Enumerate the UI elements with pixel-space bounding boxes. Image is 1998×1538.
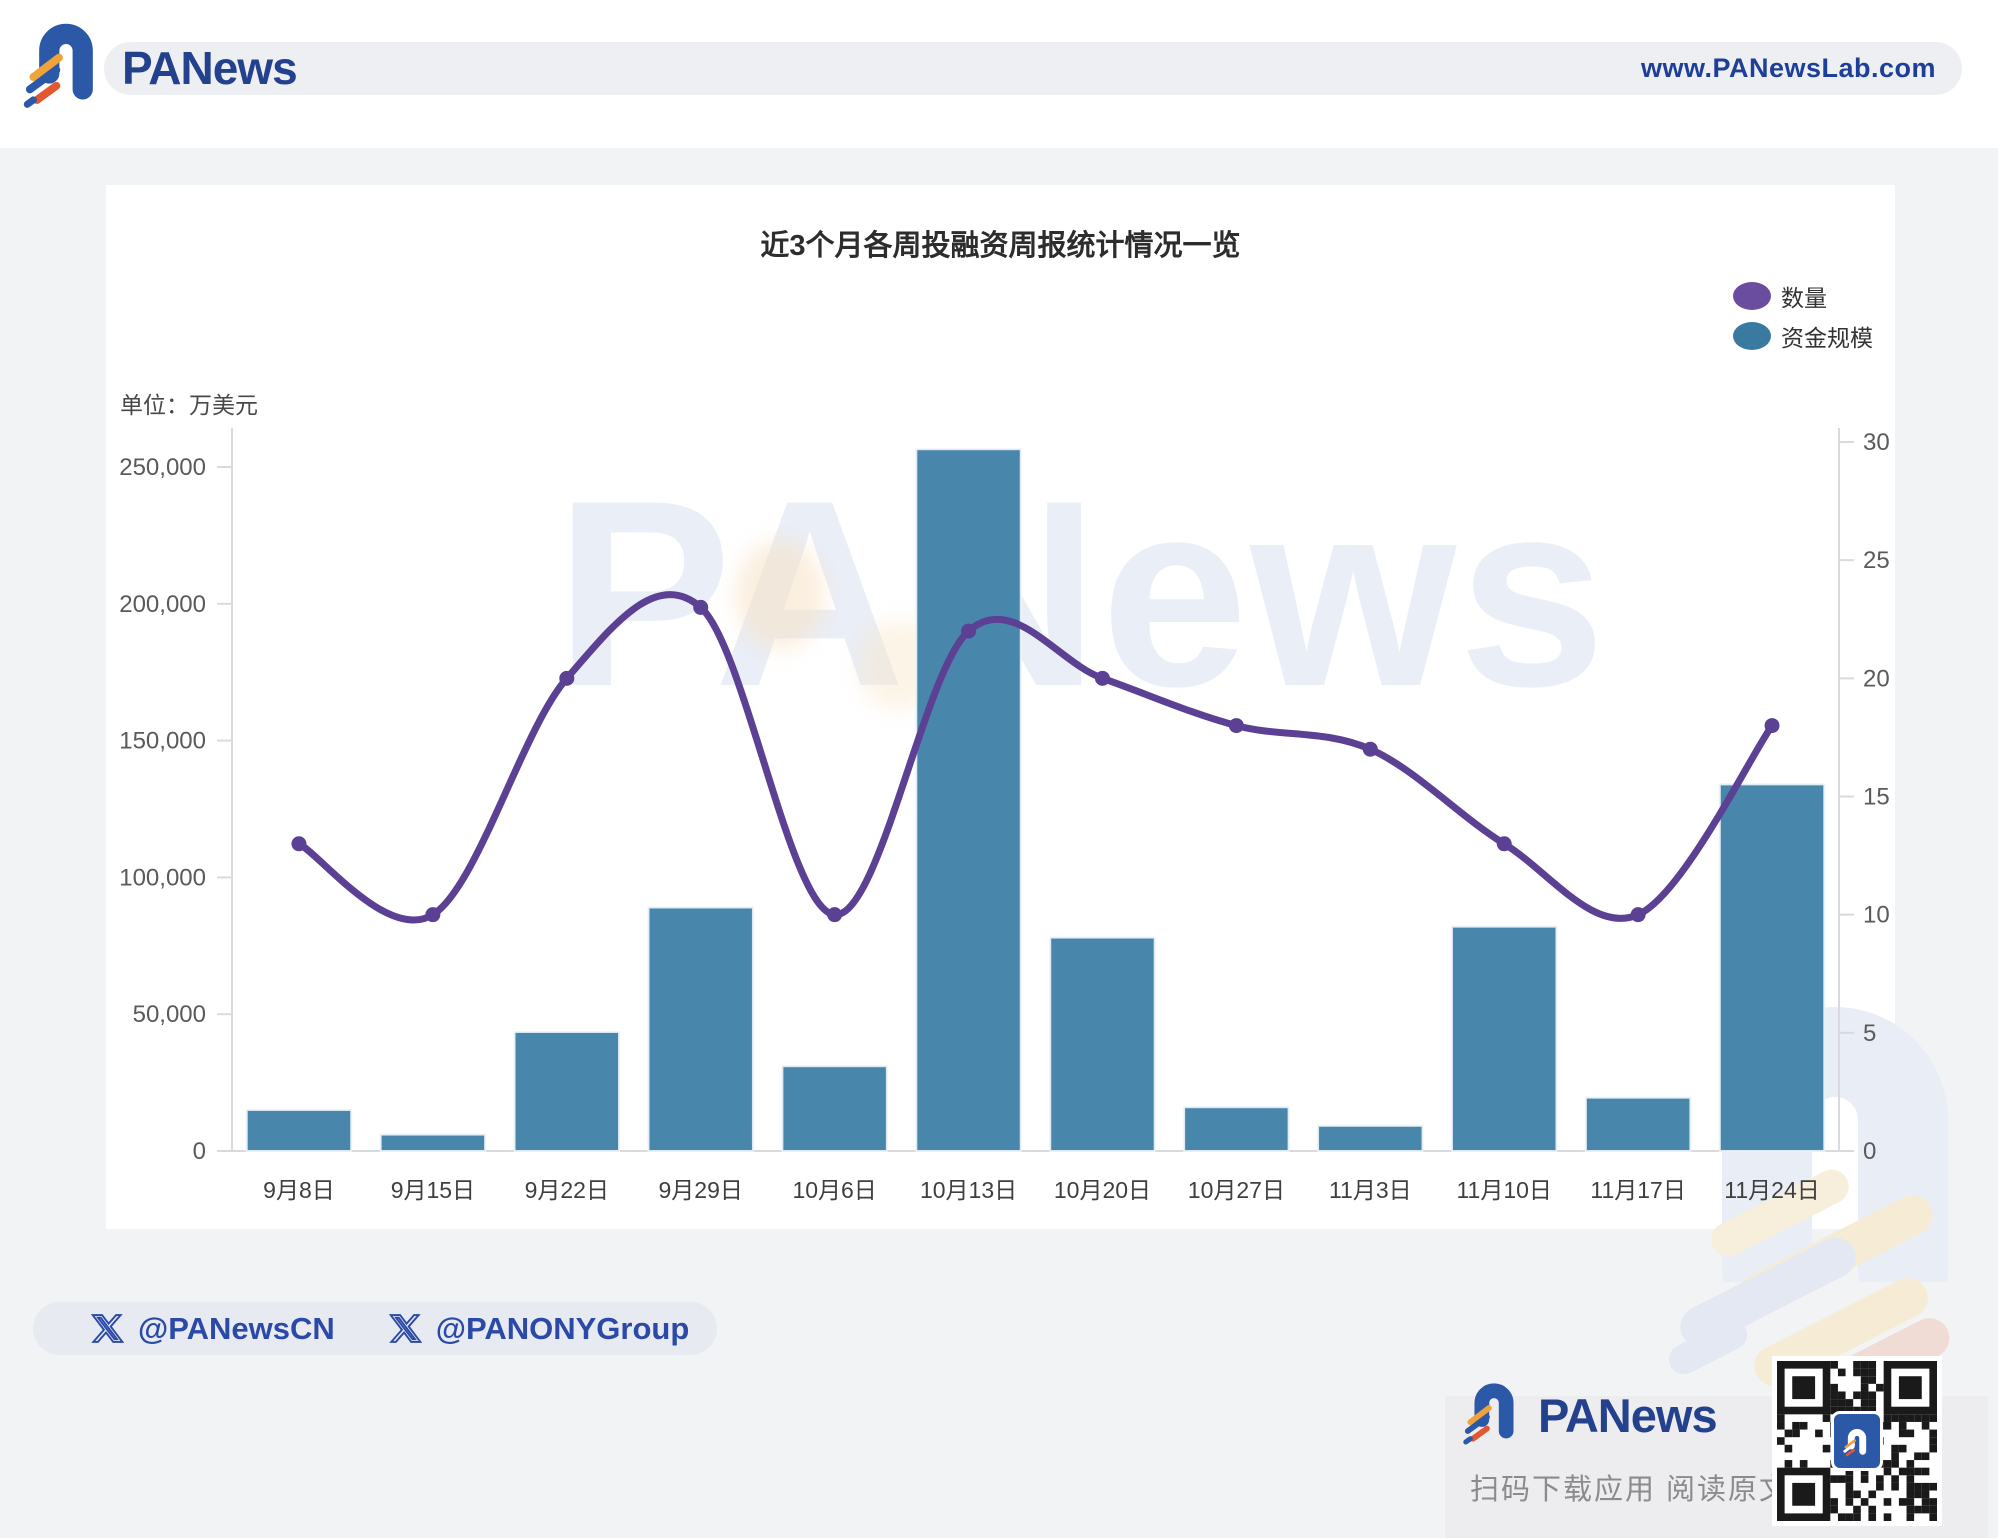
qr-code[interactable] xyxy=(1772,1356,1942,1526)
panews-logo-icon xyxy=(22,8,110,110)
panews-brand-text: PANews xyxy=(122,42,298,94)
qr-center-app-icon xyxy=(1831,1411,1883,1471)
legend-marker-purple xyxy=(1733,282,1771,310)
header-bar xyxy=(104,42,1962,95)
axis-unit-label: 单位：万美元 xyxy=(120,392,258,418)
panews-watermark: PANews xyxy=(555,446,1608,742)
chart-title: 近3个月各周投融资周报统计情况一览 xyxy=(760,230,1241,262)
legend-item-quantity[interactable]: 数量 xyxy=(1733,279,1873,313)
website-url[interactable]: www.PANewsLab.com xyxy=(1640,53,1936,83)
x-twitter-icon xyxy=(91,1312,124,1345)
legend: 数量 资金规模 xyxy=(1733,279,1873,353)
download-caption: 扫码下载应用 阅读原文 xyxy=(1470,1474,1791,1506)
panews-logo-icon-small xyxy=(1462,1372,1526,1446)
social-handles-bar: @PANewsCN @PANONYGroup xyxy=(33,1302,717,1355)
legend-label: 数量 xyxy=(1781,285,1827,311)
qr-pattern xyxy=(1777,1361,1937,1521)
legend-item-funding[interactable]: 资金规模 xyxy=(1733,319,1873,353)
twitter-handle-panewscn[interactable]: @PANewsCN xyxy=(138,1310,335,1346)
twitter-handle-panonygroup[interactable]: @PANONYGroup xyxy=(435,1310,690,1346)
watermark-orange-accent xyxy=(858,620,938,710)
watermark-orange-accent xyxy=(735,540,825,650)
panews-brand-text-small: PANews xyxy=(1538,1389,1718,1442)
legend-marker-teal xyxy=(1733,322,1771,350)
legend-label: 资金规模 xyxy=(1781,325,1873,351)
x-twitter-icon xyxy=(389,1312,422,1345)
